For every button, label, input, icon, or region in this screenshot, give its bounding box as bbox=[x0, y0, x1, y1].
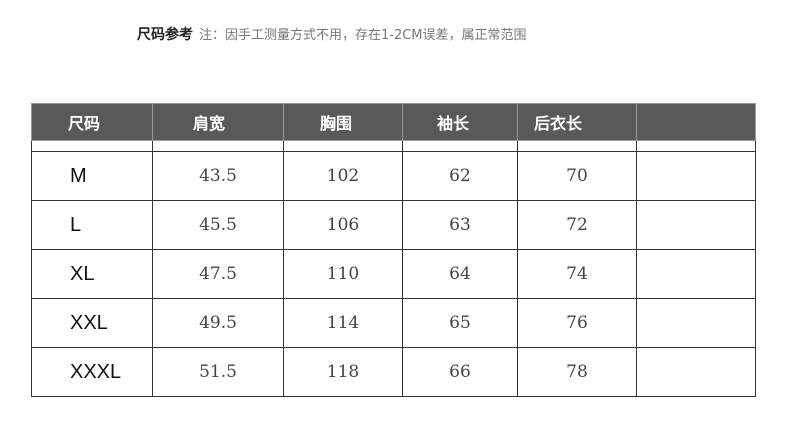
table-cell bbox=[636, 200, 756, 250]
table-cell: 64 bbox=[402, 249, 518, 299]
title-label: 尺码参考 bbox=[137, 27, 193, 43]
table-cell: 51.5 bbox=[152, 347, 284, 397]
table-cell bbox=[636, 249, 756, 299]
header-length: 后衣长 bbox=[517, 103, 637, 141]
table-cell: 45.5 bbox=[152, 200, 284, 250]
table-cell: 63 bbox=[402, 200, 518, 250]
table-cell bbox=[636, 151, 756, 201]
table-cell: 76 bbox=[517, 298, 637, 348]
size-table: 尺码 肩宽 胸围 袖长 后衣长 M 43.5 102 62 70 L 45.5 106 63 72… bbox=[31, 103, 756, 397]
table-cell: XXL bbox=[31, 298, 153, 348]
spacer-row bbox=[31, 140, 756, 152]
header-chest: 胸围 bbox=[283, 103, 403, 141]
table-header: 尺码 肩宽 胸围 袖长 后衣长 bbox=[31, 103, 756, 141]
title-note: 注：因手工测量方式不用，存在1-2CM误差，属正常范围 bbox=[199, 28, 527, 43]
table-cell: 74 bbox=[517, 249, 637, 299]
table-cell bbox=[636, 347, 756, 397]
table-cell: 66 bbox=[402, 347, 518, 397]
table-cell bbox=[636, 298, 756, 348]
table-cell: XXXL bbox=[31, 347, 153, 397]
table-cell: 49.5 bbox=[152, 298, 284, 348]
table-row: XXXL 51.5 118 66 78 bbox=[31, 347, 756, 397]
table-cell: 70 bbox=[517, 151, 637, 201]
table-cell: 62 bbox=[402, 151, 518, 201]
table-row: XXL 49.5 114 65 76 bbox=[31, 298, 756, 348]
table-cell: 106 bbox=[283, 200, 403, 250]
table-cell: 102 bbox=[283, 151, 403, 201]
table-row: XL 47.5 110 64 74 bbox=[31, 249, 756, 299]
table-cell: 110 bbox=[283, 249, 403, 299]
table-cell: 65 bbox=[402, 298, 518, 348]
table-cell: L bbox=[31, 200, 153, 250]
table-cell: 43.5 bbox=[152, 151, 284, 201]
table-cell: 47.5 bbox=[152, 249, 284, 299]
table-row: L 45.5 106 63 72 bbox=[31, 200, 756, 250]
table-cell: M bbox=[31, 151, 153, 201]
table-cell: 114 bbox=[283, 298, 403, 348]
header-sleeve: 袖长 bbox=[402, 103, 518, 141]
header-empty bbox=[636, 103, 756, 141]
table-cell: 118 bbox=[283, 347, 403, 397]
size-chart-title: 尺码参考 注：因手工测量方式不用，存在1-2CM误差，属正常范围 bbox=[137, 24, 527, 44]
table-cell: 78 bbox=[517, 347, 637, 397]
header-shoulder: 肩宽 bbox=[152, 103, 284, 141]
table-cell: XL bbox=[31, 249, 153, 299]
header-size: 尺码 bbox=[31, 103, 153, 141]
table-row: M 43.5 102 62 70 bbox=[31, 151, 756, 201]
table-cell: 72 bbox=[517, 200, 637, 250]
